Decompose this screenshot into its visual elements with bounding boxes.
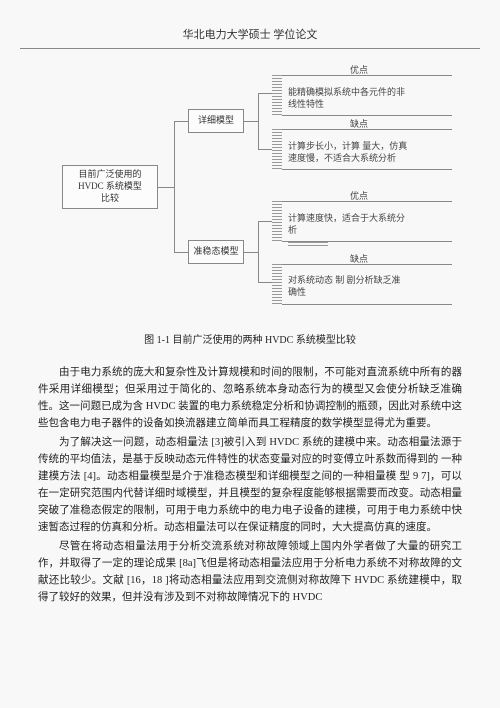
quasi-model-box: 准稳态模型	[188, 240, 244, 264]
adv-label-2: 优点	[350, 191, 368, 203]
paragraph-1: 由于电力系统的庞大和复杂性及计算规模和时间的限制，不可能对直流系统中所有的器件采…	[38, 364, 462, 432]
adv-text-2: 计算速度快，适合于大系统分 析	[288, 213, 452, 236]
paragraph-2: 为了解决这一问题，动态相量法 [3]被引入到 HVDC 系统的建模中来。动态相量…	[38, 434, 462, 536]
dis-text-1: 计算步长小，计算 量大，仿真 速度慢，不适合大系统分析	[288, 141, 452, 164]
dis-label-2: 缺点	[350, 254, 368, 266]
body-text: 由于电力系统的庞大和复杂性及计算规模和时间的限制，不可能对直流系统中所有的器件采…	[20, 364, 480, 606]
comparison-diagram: 目前广泛使用的 HVDC 系统模型 比较 详细模型 准稳态模型	[40, 69, 460, 317]
figure-caption: 图 1-1 目前广泛使用的两种 HVDC 系统模型比较	[20, 331, 480, 346]
adv-text-1: 能精确模拟系统中各元件的非 线性特性	[288, 87, 452, 110]
main-box-text: 目前广泛使用的 HVDC 系统模型 比较	[78, 169, 142, 204]
paragraph-3: 尽管在将动态相量法用于分析交流系统对称故障领域上国内外学者做了大量的研究工作，并…	[38, 538, 462, 606]
adv-label-1: 优点	[350, 65, 368, 77]
detail-model-box: 详细模型	[188, 109, 244, 133]
page-header: 华北电力大学硕士 学位论文	[20, 26, 480, 49]
detail-model-text: 详细模型	[198, 115, 234, 127]
main-box: 目前广泛使用的 HVDC 系统模型 比较	[62, 165, 158, 209]
dis-label-1: 缺点	[350, 119, 368, 131]
quasi-model-text: 准稳态模型	[193, 246, 238, 258]
dis-text-2: 对系统动态 制 剧分析缺乏准 确性	[288, 275, 452, 298]
